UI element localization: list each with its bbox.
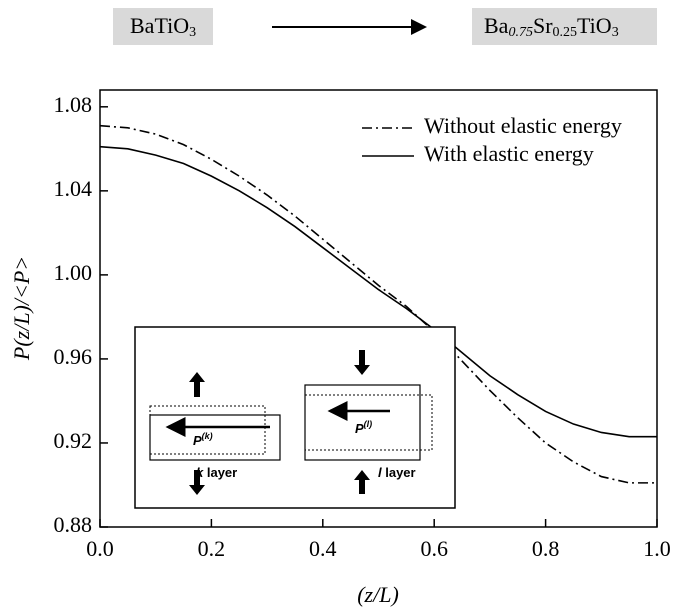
x-tick-label: 0.2 (198, 536, 226, 561)
y-tick-label: 1.04 (54, 176, 93, 201)
y-tick-label: 0.96 (54, 344, 93, 369)
y-tick-label: 1.00 (54, 260, 93, 285)
x-tick-label: 0.4 (309, 536, 337, 561)
x-tick-label: 0.0 (86, 536, 114, 561)
vector-label: P(l) (355, 419, 372, 436)
header-box (472, 8, 657, 45)
x-tick-label: 1.0 (643, 536, 671, 561)
y-tick-label: 0.88 (54, 512, 93, 537)
arrow (354, 350, 370, 375)
layer-label: k layer (196, 465, 237, 480)
x-tick-label: 0.6 (420, 536, 448, 561)
line (99, 124, 657, 484)
y-tick-label: 0.92 (54, 428, 93, 453)
plot-frame (99, 89, 658, 528)
legend-label: Without elastic energy (424, 113, 622, 138)
inset: P(k) k layer P(l) l layer (134, 326, 456, 509)
k-layer (149, 414, 281, 461)
y-axis-label: P(z/L)/<P> (9, 256, 34, 361)
arrow (354, 470, 370, 494)
l-layer (304, 384, 421, 461)
inset-frame (134, 326, 456, 509)
x-axis-label: (z/L) (357, 582, 399, 607)
legend-label: With elastic energy (424, 141, 594, 166)
y-tick-label: 1.08 (54, 92, 93, 117)
layer-label: l layer (378, 465, 416, 480)
x-tick-label: 0.8 (532, 536, 560, 561)
header-box (113, 8, 213, 45)
header-right: Ba0.75Sr0.25TiO3 (484, 13, 619, 40)
line (99, 145, 657, 438)
header-left: BaTiO3 (130, 13, 196, 40)
arrow (189, 372, 205, 397)
arrow (189, 470, 205, 495)
vector-label: P(k) (193, 431, 213, 448)
